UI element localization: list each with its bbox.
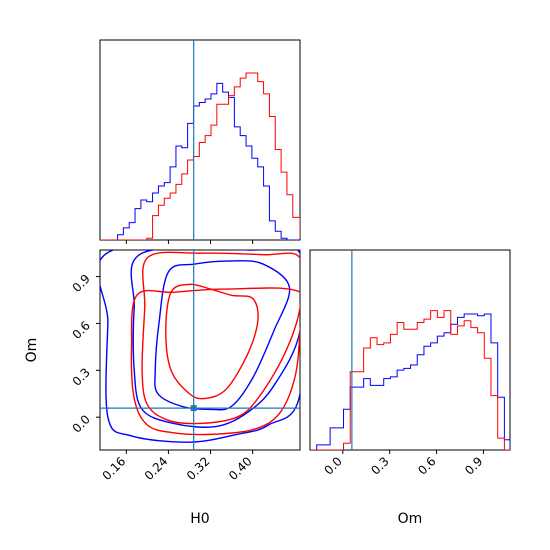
x-axis-label-h0: H0 <box>190 511 209 527</box>
tick-label-om-bottom: 0.9 <box>462 454 485 477</box>
tick-label-h0: 0.24 <box>142 454 171 483</box>
contour-red-2 <box>141 251 300 425</box>
tick-label-h0: 0.40 <box>226 454 255 483</box>
h0-histogram-red <box>100 72 300 240</box>
om-histogram-red <box>310 310 510 450</box>
contour-red-3 <box>130 287 300 436</box>
tick-label-om-left: 0.9 <box>70 272 93 295</box>
truth-marker <box>190 405 197 412</box>
x-axis-label-om: Om <box>398 511 423 527</box>
joint-contour-frame <box>99 249 301 451</box>
tick-label-om-bottom: 0.3 <box>368 454 391 477</box>
tick-label-om-left: 0.3 <box>70 365 93 388</box>
tick-label-h0: 0.32 <box>184 454 213 483</box>
tick-label-om-left: 0.6 <box>70 318 93 341</box>
joint-contours <box>100 250 300 450</box>
om-histogram-frame <box>309 249 511 451</box>
y-axis-label-om: Om <box>24 338 40 363</box>
tick-label-om-left: 0.0 <box>70 412 93 435</box>
h0-histogram-frame <box>99 39 301 241</box>
om-histogram-blue <box>310 313 510 450</box>
h0-histogram <box>100 40 300 240</box>
tick-label-om-bottom: 0.6 <box>415 454 438 477</box>
contour-blue-2 <box>130 250 300 428</box>
h0-histogram-blue <box>100 82 300 240</box>
om-histogram <box>310 250 510 450</box>
contour-blue-3 <box>100 250 300 443</box>
contour-red-1 <box>165 283 259 400</box>
tick-label-om-bottom: 0.0 <box>322 454 345 477</box>
contour-blue-1 <box>154 260 291 411</box>
tick-label-h0: 0.16 <box>100 454 129 483</box>
